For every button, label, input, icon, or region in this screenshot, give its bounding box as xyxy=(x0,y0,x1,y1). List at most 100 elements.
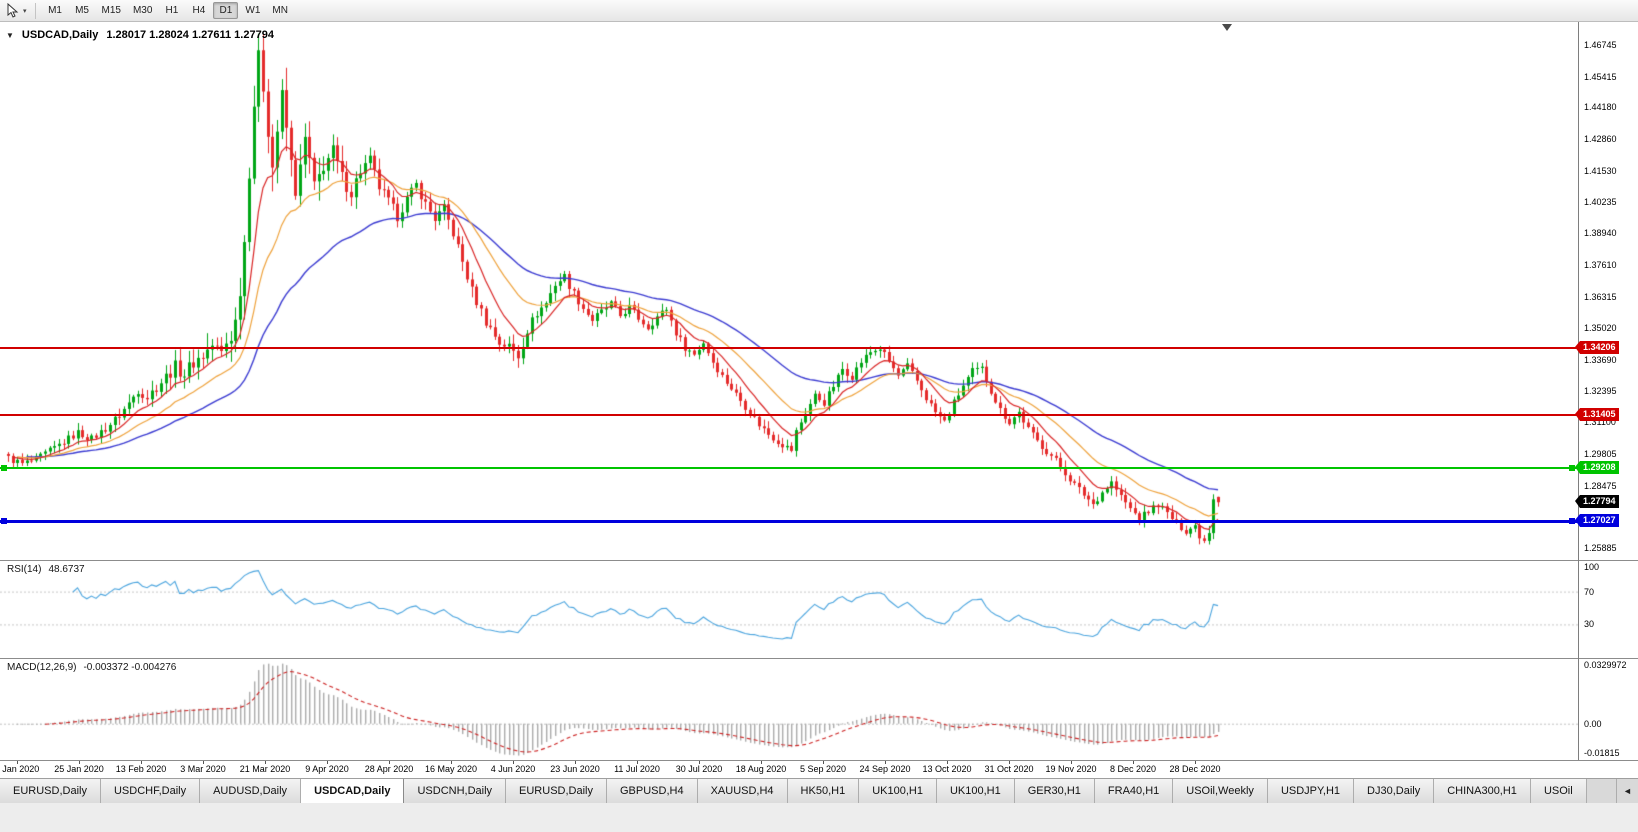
chart-tab-usdchf-daily[interactable]: USDCHF,Daily xyxy=(100,779,201,803)
chart-tab-gbpusd-h4[interactable]: GBPUSD,H4 xyxy=(607,779,698,803)
date-axis-label[interactable]: 23 Jun 2020 xyxy=(550,764,600,774)
timeframe-button-d1[interactable]: D1 xyxy=(213,2,239,19)
chart-tab-usoil-weekly[interactable]: USOil,Weekly xyxy=(1173,779,1268,803)
chart-shift-marker xyxy=(1222,24,1232,31)
time-axis-tick xyxy=(699,761,700,764)
chart-tab-usdcad-daily[interactable]: USDCAD,Daily xyxy=(301,779,405,803)
chart-tab-usdcnh-daily[interactable]: USDCNH,Daily xyxy=(404,779,507,803)
bottom-strip xyxy=(0,803,1638,832)
toolbar-separator xyxy=(34,2,36,19)
date-axis-label[interactable]: 4 Jun 2020 xyxy=(490,764,536,774)
horizontal-line-1-29208[interactable] xyxy=(0,467,1578,470)
price-axis-tick: 1.46745 xyxy=(1584,40,1617,51)
hline-handle[interactable] xyxy=(1569,517,1575,524)
timeframe-button-mn[interactable]: MN xyxy=(272,5,288,16)
price-axis-tick: 1.29805 xyxy=(1584,448,1617,459)
date-axis-label[interactable]: 13 Oct 2020 xyxy=(922,764,972,774)
date-axis-label[interactable]: 9 Apr 2020 xyxy=(305,764,349,774)
price-tag-1-34206: 1.34206 xyxy=(1575,340,1619,354)
hline-handle[interactable] xyxy=(1,465,7,472)
rsi-value: 48.6737 xyxy=(48,564,85,575)
chart-tab-dj30-daily[interactable]: DJ30,Daily xyxy=(1354,779,1435,803)
price-axis-tick: 1.41530 xyxy=(1584,165,1617,176)
date-axis-label[interactable]: 30 Jul 2020 xyxy=(675,764,723,774)
tabs-scroll-left-button[interactable]: ◄ xyxy=(1616,779,1638,803)
date-axis-label[interactable]: 13 Feb 2020 xyxy=(115,764,167,774)
date-axis-label[interactable]: 21 Mar 2020 xyxy=(239,764,291,774)
panel-separator-rsi-macd[interactable] xyxy=(0,658,1638,659)
macd-axis-label: -0.01815 xyxy=(1584,748,1620,758)
time-axis-tick xyxy=(513,761,514,764)
price-tag-1-29208: 1.29208 xyxy=(1575,461,1619,475)
time-axis-tick xyxy=(203,761,204,764)
date-axis-label[interactable]: 19 Nov 2020 xyxy=(1045,764,1097,774)
chart-tab-usoil[interactable]: USOil xyxy=(1530,779,1587,803)
chart-tab-eurusd-daily[interactable]: EURUSD,Daily xyxy=(0,779,101,803)
rsi-axis-label: 70 xyxy=(1584,586,1595,597)
timeframe-button-w1[interactable]: W1 xyxy=(245,5,261,16)
hline-handle[interactable] xyxy=(1,517,7,524)
date-axis-label[interactable]: 25 Jan 2020 xyxy=(54,764,104,774)
timeframe-button-m30[interactable]: M30 xyxy=(132,5,153,16)
timeframe-button-m1[interactable]: M1 xyxy=(48,5,62,16)
hline-handle[interactable] xyxy=(1569,465,1575,472)
date-axis-label[interactable]: 28 Dec 2020 xyxy=(1169,764,1221,774)
chart-window: ▼ USDCAD,Daily 1.28017 1.28024 1.27611 1… xyxy=(0,22,1638,778)
price-chart-canvas[interactable] xyxy=(0,22,1578,760)
date-axis-label[interactable]: 18 Aug 2020 xyxy=(735,764,787,774)
macd-axis-label: 0.0329972 xyxy=(1584,660,1627,670)
timeframe-button-m5[interactable]: M5 xyxy=(75,5,89,16)
date-axis-label[interactable]: 28 Apr 2020 xyxy=(364,764,414,774)
chart-tab-usdjpy-h1[interactable]: USDJPY,H1 xyxy=(1267,779,1355,803)
chart-tab-uk100-h1[interactable]: UK100,H1 xyxy=(859,779,937,803)
horizontal-line-1-34206[interactable] xyxy=(0,346,1578,349)
chart-tab-xauusd-h4[interactable]: XAUUSD,H4 xyxy=(697,779,788,803)
cursor-tool-icon[interactable] xyxy=(4,2,21,19)
chart-tab-ger30-h1[interactable]: GER30,H1 xyxy=(1014,779,1095,803)
macd-axis-label: 0.00 xyxy=(1584,718,1602,729)
date-axis-label[interactable]: 24 Sep 2020 xyxy=(859,764,911,774)
price-axis-line xyxy=(1578,22,1579,760)
price-axis-tick: 1.40235 xyxy=(1584,197,1617,208)
chart-tab-audusd-daily[interactable]: AUDUSD,Daily xyxy=(200,779,302,803)
date-axis-label[interactable]: 8 Dec 2020 xyxy=(1109,764,1157,774)
chart-tab-fra40-h1[interactable]: FRA40,H1 xyxy=(1094,779,1174,803)
time-axis-tick xyxy=(141,761,142,764)
price-axis-tick: 1.44180 xyxy=(1584,101,1617,112)
time-axis-tick xyxy=(1071,761,1072,764)
time-axis-tick xyxy=(1195,761,1196,764)
cursor-tool-dropdown-icon[interactable]: ▾ xyxy=(23,7,27,15)
time-axis-tick xyxy=(265,761,266,764)
macd-values: -0.003372 -0.004276 xyxy=(83,662,177,673)
one-click-trading-toggle-icon[interactable]: ▼ xyxy=(6,30,14,40)
chart-tab-hk50-h1[interactable]: HK50,H1 xyxy=(787,779,860,803)
timeframe-button-h4[interactable]: H4 xyxy=(192,5,206,16)
panel-separator-main-rsi[interactable] xyxy=(0,560,1638,561)
time-axis-tick xyxy=(451,761,452,764)
time-axis-tick xyxy=(79,761,80,764)
date-axis-label[interactable]: 5 Sep 2020 xyxy=(799,764,847,774)
time-axis-tick xyxy=(327,761,328,764)
timeframe-button-m15[interactable]: M15 xyxy=(101,5,121,16)
chart-tab-uk100-h1[interactable]: UK100,H1 xyxy=(936,779,1015,803)
date-axis-label[interactable]: 31 Oct 2020 xyxy=(984,764,1034,774)
date-axis-label[interactable]: 16 May 2020 xyxy=(424,764,478,774)
timeframe-button-h1[interactable]: H1 xyxy=(165,5,179,16)
date-axis-label[interactable]: 11 Jul 2020 xyxy=(614,764,660,774)
price-axis-tick: 1.33690 xyxy=(1584,354,1617,365)
timeframe-toolbar: M1 M5 M15 M30 H1 H4 D1 W1 MN xyxy=(42,2,294,19)
rsi-axis-label: 30 xyxy=(1584,619,1595,630)
rsi-axis-label: 100 xyxy=(1584,562,1600,572)
bid-price-tag: 1.27794 xyxy=(1575,495,1619,509)
chart-tab-eurusd-daily[interactable]: EURUSD,Daily xyxy=(506,779,607,803)
horizontal-line-1-27027[interactable] xyxy=(0,519,1578,523)
horizontal-line-1-31405[interactable] xyxy=(0,414,1578,417)
price-tag-1-31405: 1.31405 xyxy=(1575,408,1619,422)
date-axis-label[interactable]: 3 Mar 2020 xyxy=(180,764,226,774)
time-axis-tick xyxy=(761,761,762,764)
time-axis-tick xyxy=(575,761,576,764)
price-tag-1-27027: 1.27027 xyxy=(1575,513,1619,527)
chart-tab-china300-h1[interactable]: CHINA300,H1 xyxy=(1434,779,1531,803)
date-axis-label[interactable]: 7 Jan 2020 xyxy=(0,764,40,774)
price-axis-tick: 1.25885 xyxy=(1584,543,1617,554)
